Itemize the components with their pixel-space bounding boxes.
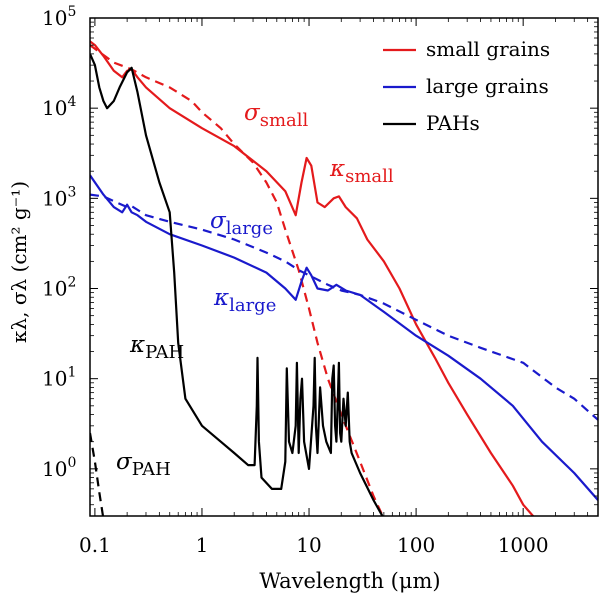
y-tick-label-5: 105 xyxy=(42,4,76,30)
y-tick-label-4: 104 xyxy=(42,94,76,120)
series-line-2 xyxy=(90,174,598,501)
plot-curves xyxy=(90,40,598,516)
y-tick-labels: 100 101 102 103 104 105 xyxy=(42,4,76,481)
x-tick-label-1: 1 xyxy=(196,533,209,557)
y-tick-label-2: 102 xyxy=(42,275,76,301)
legend-label-0: small grains xyxy=(426,37,550,61)
curve-annotations: σsmall κsmall σlarge κlarge κPAH σPAH xyxy=(116,100,394,480)
y-tick-label-0: 100 xyxy=(42,455,76,481)
axis-ticks xyxy=(89,17,599,517)
annotation-4: κPAH xyxy=(129,332,184,363)
x-tick-label-0: 0.1 xyxy=(79,533,111,557)
annotation-5: σPAH xyxy=(116,449,171,480)
legend-label-1: large grains xyxy=(426,74,549,98)
y-tick-label-3: 103 xyxy=(42,184,76,210)
series-line-4 xyxy=(90,53,384,516)
x-axis-label: Wavelength (μm) xyxy=(259,569,440,593)
series-line-3 xyxy=(90,193,598,421)
y-axis-label: κλ, σλ (cm² g⁻¹) xyxy=(7,181,31,343)
series-line-1 xyxy=(90,44,384,516)
y-tick-label-1: 101 xyxy=(42,365,76,391)
annotation-3: κlarge xyxy=(213,285,276,316)
x-tick-label-4: 1000 xyxy=(498,533,549,557)
annotation-2: σlarge xyxy=(210,208,273,239)
annotation-0: σsmall xyxy=(244,100,308,131)
legend-label-2: PAHs xyxy=(426,111,480,135)
x-tick-label-2: 10 xyxy=(296,533,321,557)
annotation-1: κsmall xyxy=(329,156,394,187)
legend: small grains large grains PAHs xyxy=(383,37,550,135)
x-tick-labels: 0.1 1 10 100 1000 xyxy=(79,533,549,557)
x-tick-label-3: 100 xyxy=(397,533,435,557)
series-line-5 xyxy=(90,432,105,516)
plot-frame xyxy=(89,17,599,517)
